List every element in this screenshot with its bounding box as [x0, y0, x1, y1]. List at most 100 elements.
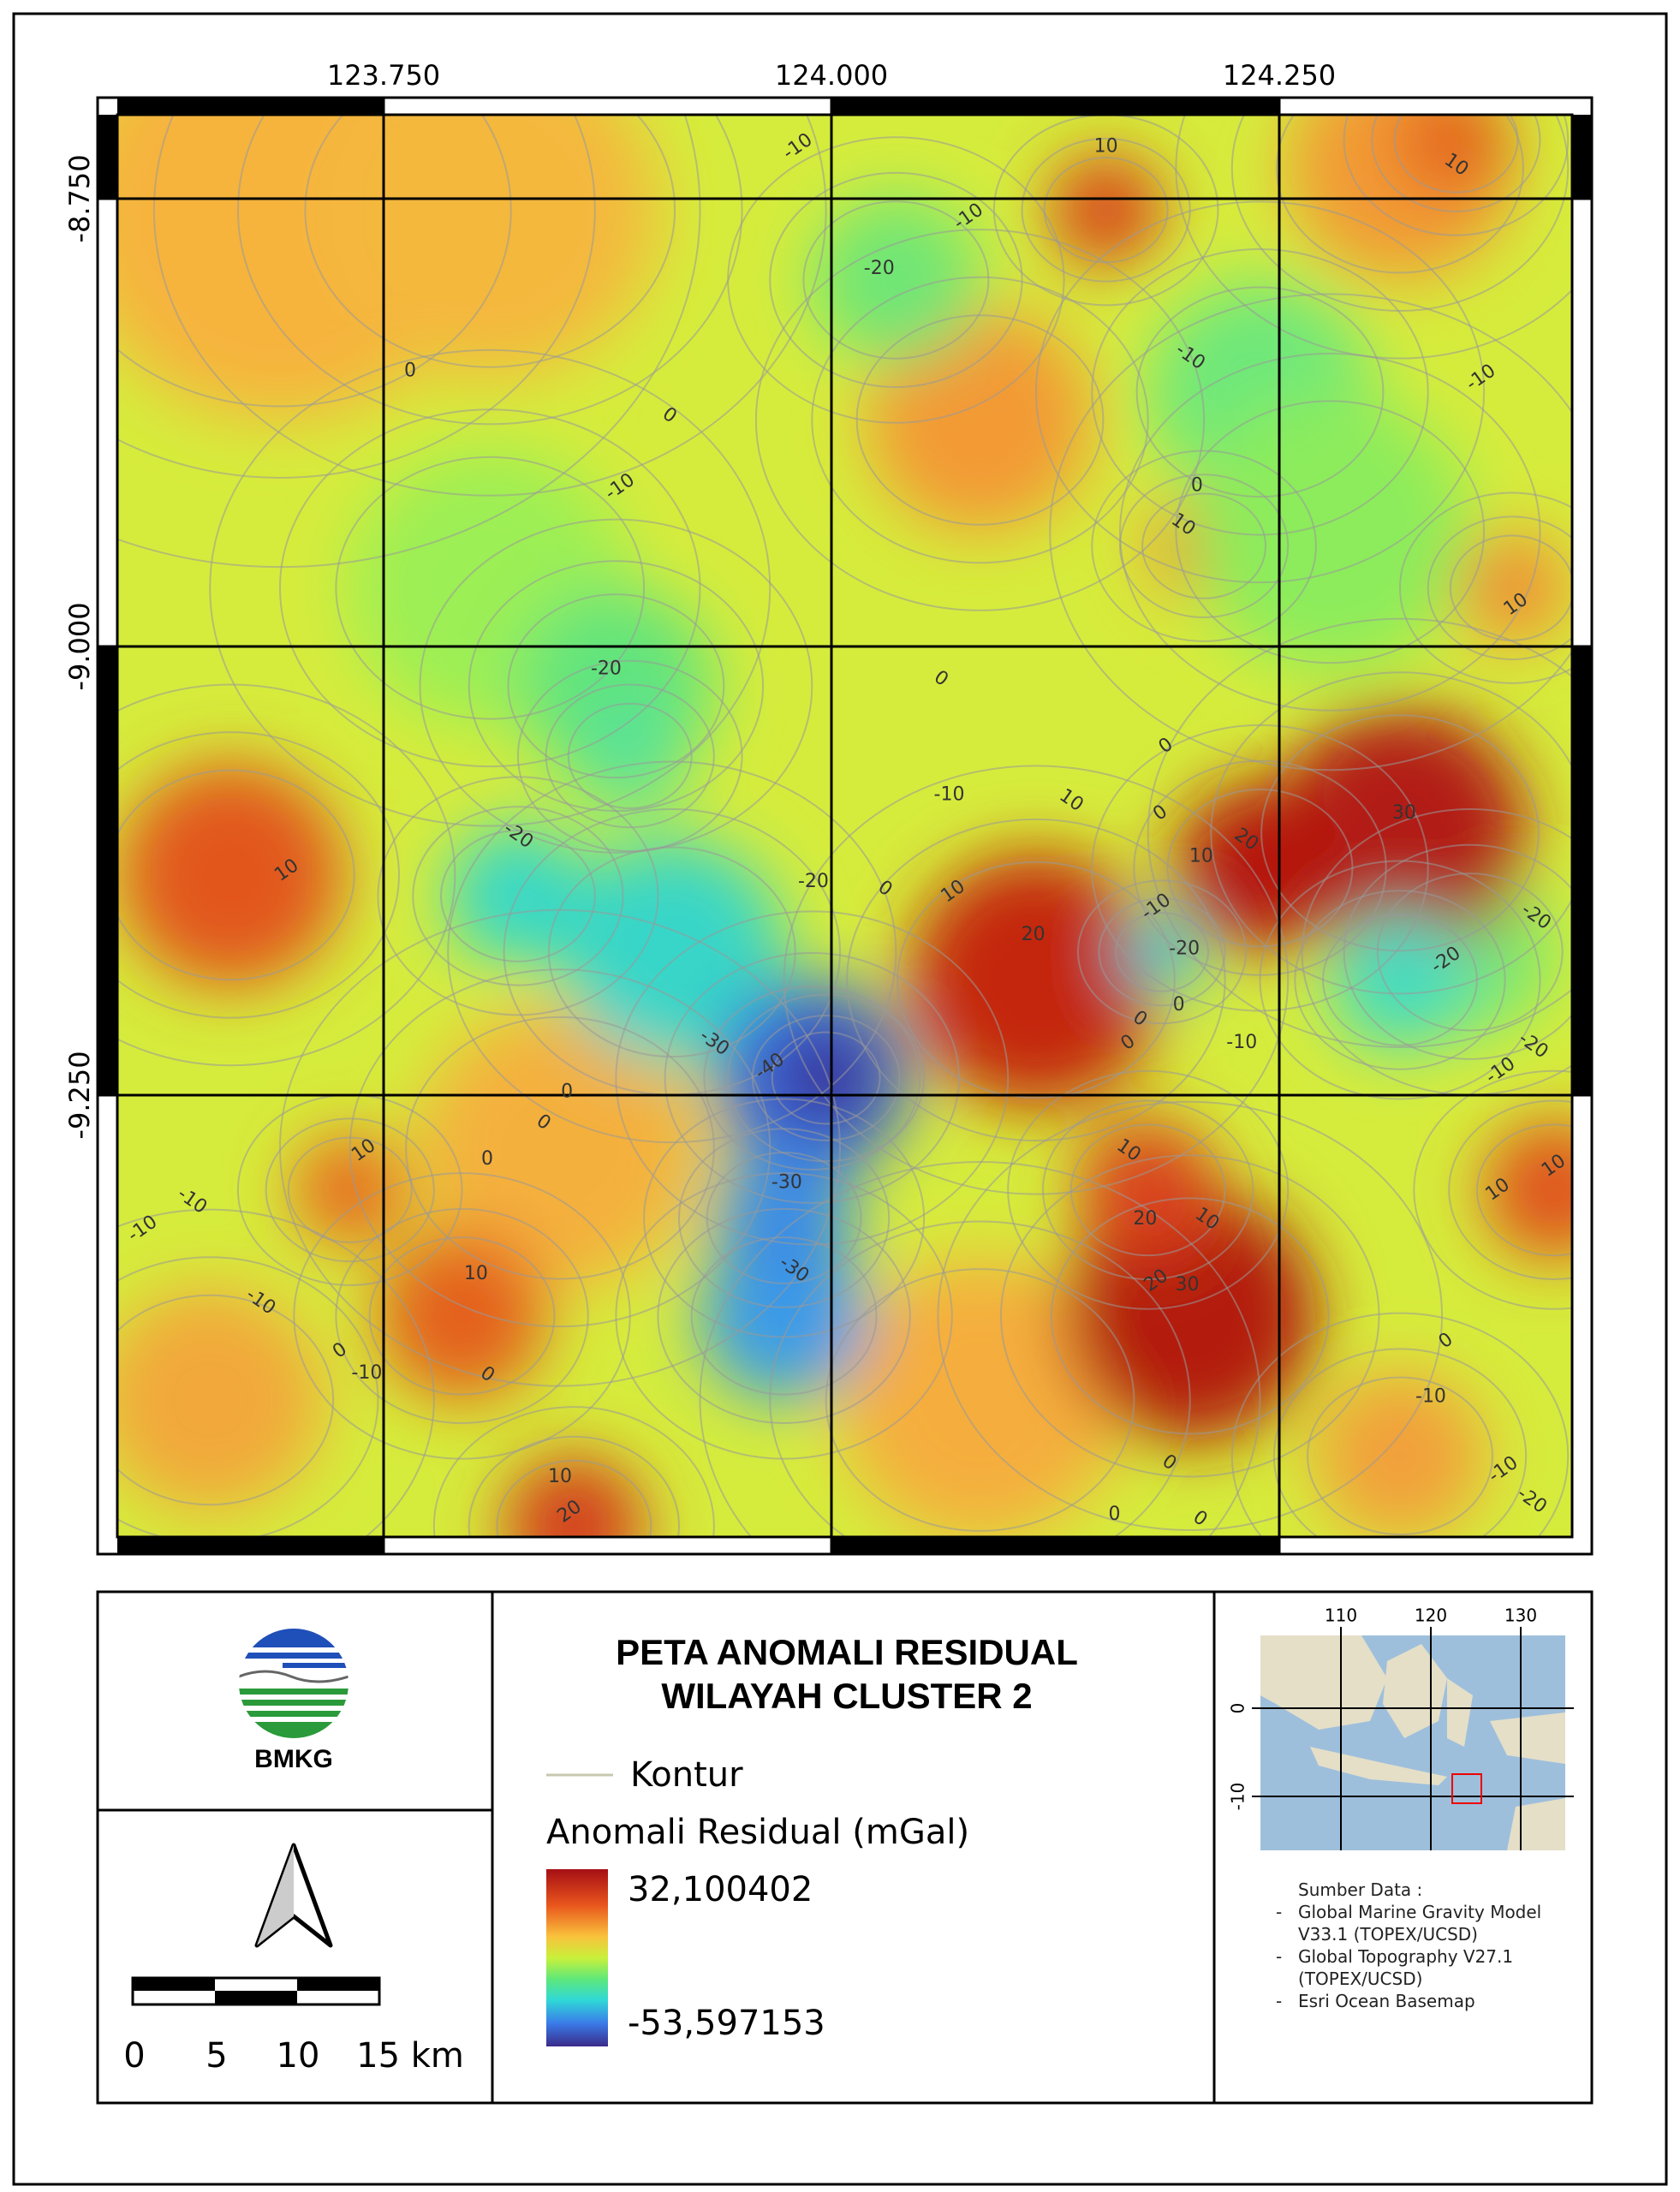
- contour-line: [237, 115, 743, 426]
- source-item: Global Topography V27.1 (TOPEX/UCSD): [1276, 1945, 1567, 1990]
- contour-line: [1069, 1123, 1226, 1257]
- contour-label: -30: [771, 1172, 802, 1194]
- contour-line: [1259, 860, 1541, 1100]
- contour-line: [440, 829, 596, 962]
- contour-line: [1413, 1069, 1572, 1310]
- scale-label: 0: [123, 2036, 145, 2076]
- contour-line: [287, 1136, 413, 1243]
- inset-x-label: 130: [1504, 1605, 1537, 1626]
- contour-line: [1098, 897, 1226, 1007]
- contour-line: [279, 408, 701, 768]
- contour-line: [117, 1208, 435, 1537]
- contour-line: [615, 910, 1010, 1246]
- frame-segment: [117, 1537, 384, 1554]
- x-coordinate-label: 123.750: [327, 59, 440, 92]
- raster-blob: [1077, 1120, 1218, 1260]
- contour-line: [1119, 352, 1541, 712]
- contour-line: [1343, 115, 1570, 236]
- y-coordinate-label: -9.250: [63, 1051, 96, 1139]
- frame-segment: [1572, 115, 1592, 199]
- contour-line: [516, 659, 743, 853]
- raster-blob: [1120, 909, 1205, 994]
- contour-line: [567, 702, 693, 810]
- raster-blob: [294, 1134, 407, 1247]
- contour-line: [468, 1435, 680, 1537]
- contour-label: -20: [1169, 938, 1200, 960]
- contour-label: -10: [1415, 1386, 1446, 1408]
- contour-line: [1049, 293, 1572, 771]
- sources: Sumber Data : Global Marine Gravity Mode…: [1276, 1879, 1567, 2012]
- contour-line: [1210, 671, 1572, 995]
- contour-line: [825, 1268, 1135, 1532]
- x-coordinate-label: 124.250: [1223, 59, 1336, 92]
- contour-line: [1000, 1154, 1380, 1478]
- legend-title: Anomali Residual (mGal): [546, 1813, 969, 1852]
- contour-line: [1230, 115, 1570, 312]
- contour-label: 0: [404, 360, 416, 381]
- legend-contour: Kontur: [630, 1755, 743, 1795]
- contour-line: [265, 1117, 435, 1263]
- contour-line: [1076, 879, 1248, 1025]
- contour-line: [152, 115, 827, 497]
- contour-line: [1343, 843, 1572, 1060]
- contour-line: [496, 1459, 652, 1537]
- inset-x-label: 120: [1415, 1605, 1447, 1626]
- contour-label: 30: [1392, 802, 1416, 824]
- frame-segment: [98, 646, 117, 1095]
- contour-label: -10: [1226, 1032, 1257, 1053]
- contour-line: [1091, 724, 1429, 1012]
- contour-label: 20: [1133, 1208, 1157, 1230]
- raster-blob: [867, 307, 1093, 533]
- contour-label: 10: [1189, 846, 1213, 867]
- contour-line: [117, 115, 512, 408]
- raster-blob: [503, 1456, 645, 1537]
- contour-line: [209, 348, 771, 827]
- contour-line: [432, 1406, 715, 1537]
- scale-label: 5: [206, 2036, 227, 2076]
- raster-blob: [1484, 1120, 1572, 1260]
- raster: [117, 115, 1572, 1537]
- raster-blob: [560, 840, 784, 1064]
- contour-line: [690, 1236, 878, 1396]
- contour-line: [368, 1236, 556, 1396]
- contour-line: [419, 518, 813, 854]
- inset-grid: 110 120 130 0 -10: [1228, 1605, 1574, 1850]
- sources-heading: Sumber Data :: [1298, 1879, 1423, 1900]
- contour-line: [304, 115, 676, 368]
- contour-line: [1307, 1376, 1493, 1536]
- contour-line: [117, 683, 456, 1067]
- raster-blob: [378, 1231, 546, 1400]
- contour-line: [1475, 1123, 1572, 1257]
- contour-line: [1021, 137, 1191, 283]
- raster-blob: [1189, 391, 1470, 672]
- contour-line: [769, 1220, 1191, 1537]
- title: PETA ANOMALI RESIDUAL: [616, 1632, 1078, 1672]
- contour-line: [293, 1172, 631, 1460]
- title: WILAYAH CLUSTER 2: [661, 1676, 1032, 1716]
- contour-line: [547, 846, 796, 1058]
- x-coordinate-label: 124.000: [775, 59, 888, 92]
- frame-segment: [1572, 646, 1592, 1095]
- contour-line: [802, 200, 990, 360]
- contour-line: [405, 1016, 715, 1280]
- contour-line: [937, 1100, 1444, 1532]
- contour-line: [1141, 492, 1267, 599]
- contour-label: 20: [1022, 924, 1046, 945]
- contour-line: [1135, 286, 1385, 498]
- contour-label: 10: [548, 1466, 572, 1487]
- contour-line: [727, 136, 1065, 424]
- contour-label: 0: [1191, 474, 1203, 496]
- contour-line: [1175, 400, 1486, 664]
- contour-label: 10: [464, 1263, 488, 1284]
- contour-line: [1294, 890, 1506, 1070]
- contour-line: [1427, 515, 1572, 661]
- contour-line: [1034, 200, 1486, 584]
- contours: [117, 115, 1572, 1537]
- y-coordinate-label: -8.750: [63, 154, 96, 242]
- legend-ramp: [546, 1869, 608, 2046]
- contour-line: [783, 765, 1290, 1195]
- contour-line: [897, 861, 1176, 1099]
- contour-line: [335, 1207, 589, 1424]
- contour-line: [1147, 617, 1572, 1048]
- logo: [239, 1629, 349, 1738]
